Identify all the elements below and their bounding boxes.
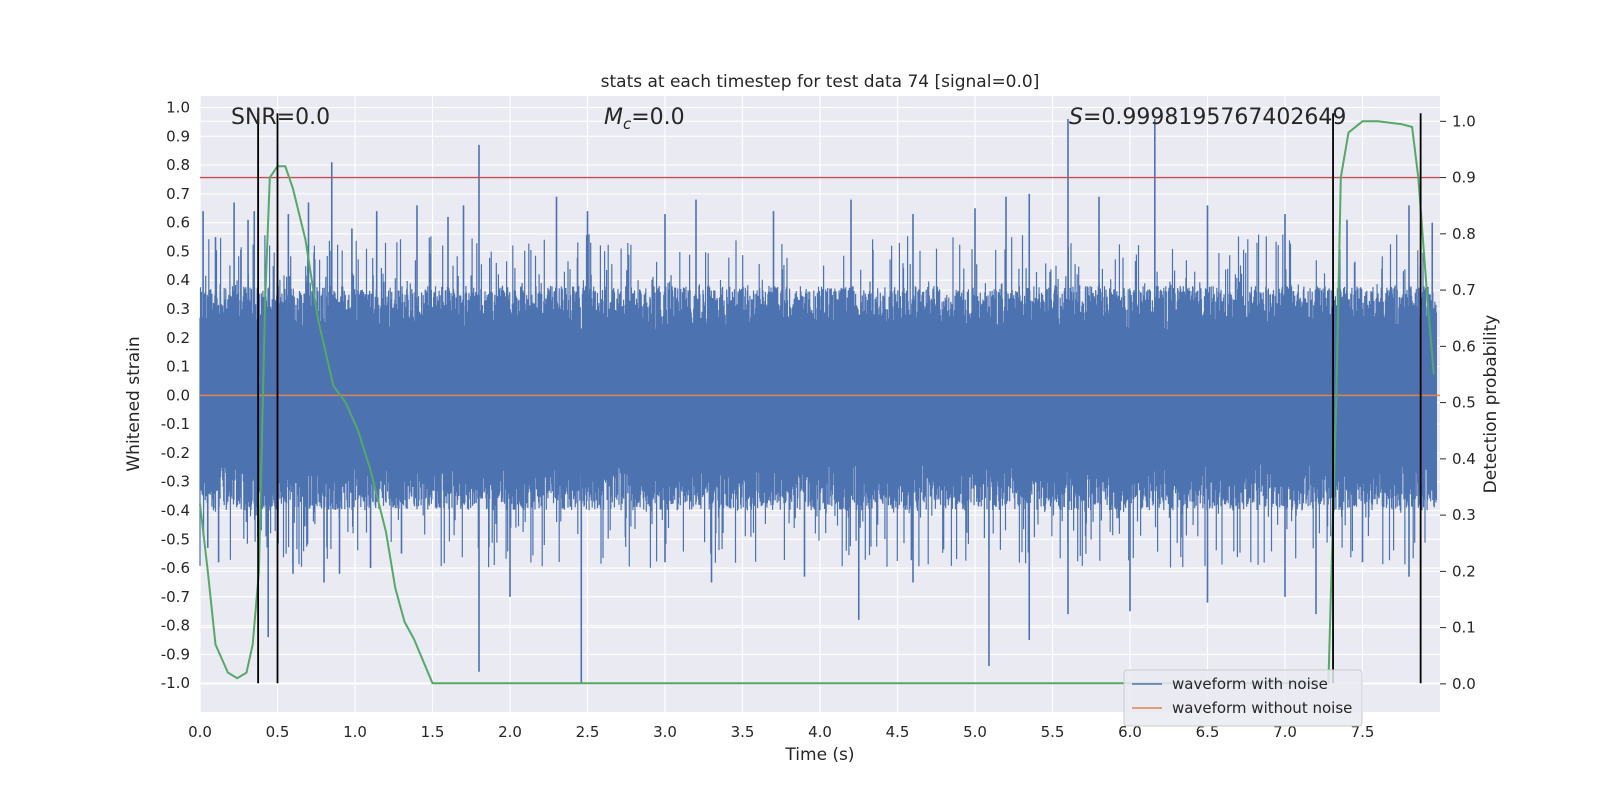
y2-tick-label: 1.0 [1452,112,1476,130]
x-tick-label: 2.0 [498,723,522,741]
y2-tick-label: 0.7 [1452,281,1476,299]
series-detection-probability [199,120,1435,685]
x-tick-label: 5.0 [963,723,987,741]
y-tick-label: 0.1 [166,358,190,376]
y2-tick-labels: 1.0 0.9 0.8 0.7 0.6 0.5 0.4 0.3 0.2 0.1 0.0 [1440,112,1476,693]
y2-axis-label: Detection probability [1481,315,1501,494]
x-tick-label: 2.5 [576,723,600,741]
y2-tick-label: 0.8 [1452,225,1476,243]
y2-tick-label: 0.1 [1452,619,1476,637]
x-tick-label: 0.5 [266,723,290,741]
y2-tick-label: 0.0 [1452,675,1476,693]
significance-annotation: S=0.9998195767402649 [1069,105,1346,130]
y-tick-label: -0.9 [161,645,190,663]
x-tick-label: 1.0 [343,723,367,741]
series-waveform-with-noise [199,234,1437,568]
y-tick-label: 0.2 [166,329,190,347]
x-tick-label: 6.0 [1118,723,1142,741]
y-tick-label: 1.0 [166,99,190,117]
y-tick-label: -0.3 [161,473,190,491]
y-tick-label: 0.6 [166,214,190,232]
x-tick-label: 4.5 [886,723,910,741]
snr-annotation: SNR=0.0 [231,105,330,130]
y-tick-labels: 1.0 0.9 0.8 0.7 0.6 0.5 0.4 0.3 0.2 0.1 0.0 -0.1 -0.… [161,99,190,693]
chart-title: stats at each timestep for test data 74 … [601,72,1040,92]
x-tick-label: 3.0 [653,723,677,741]
y2-tick-label: 0.6 [1452,337,1476,355]
y-tick-label: 0.3 [166,300,190,318]
y-tick-label: 0.9 [166,127,190,145]
x-tick-label: 4.0 [808,723,832,741]
y-tick-label: 0.0 [166,386,190,404]
y-tick-label: 0.7 [166,185,190,203]
x-tick-label: 6.5 [1196,723,1220,741]
data-layer [199,113,1440,685]
y-tick-label: -0.5 [161,530,190,548]
y-tick-label: 0.4 [166,271,190,289]
y-tick-label: -0.2 [161,444,190,462]
y-tick-label: 0.8 [166,156,190,174]
chirp-mass-annotation: Mc=0.0 [604,105,685,133]
y-tick-label: -0.6 [161,559,190,577]
y-tick-label: 0.5 [166,242,190,260]
x-tick-labels: 0.0 0.5 1.0 1.5 2.0 2.5 3.0 3.5 4.0 4.5 5.0 5.5 6.0 6… [188,723,1374,741]
x-tick-label: 7.0 [1273,723,1297,741]
y2-tick-label: 0.2 [1452,562,1476,580]
x-tick-label: 1.5 [421,723,445,741]
y-tick-label: -0.4 [161,502,190,520]
x-tick-label: 7.5 [1351,723,1375,741]
legend: waveform with noise waveform without noi… [1123,669,1363,727]
legend-label-without-noise: waveform without noise [1172,699,1352,717]
legend-label-with-noise: waveform with noise [1172,675,1328,693]
x-tick-label: 3.5 [731,723,755,741]
x-tick-label: 5.5 [1041,723,1065,741]
y-tick-label: -1.0 [161,674,190,692]
y2-tick-label: 0.3 [1452,506,1476,524]
y2-tick-label: 0.9 [1452,169,1476,187]
x-tick-label: 0.0 [188,723,212,741]
legend-box [1123,669,1363,727]
y-tick-label: -0.8 [161,617,190,635]
y2-tick-label: 0.4 [1452,450,1476,468]
y-axis-label: Whitened strain [124,336,144,471]
x-axis-label: Time (s) [784,745,854,765]
y-tick-label: -0.1 [161,415,190,433]
y2-tick-label: 0.5 [1452,394,1476,412]
y-tick-label: -0.7 [161,588,190,606]
